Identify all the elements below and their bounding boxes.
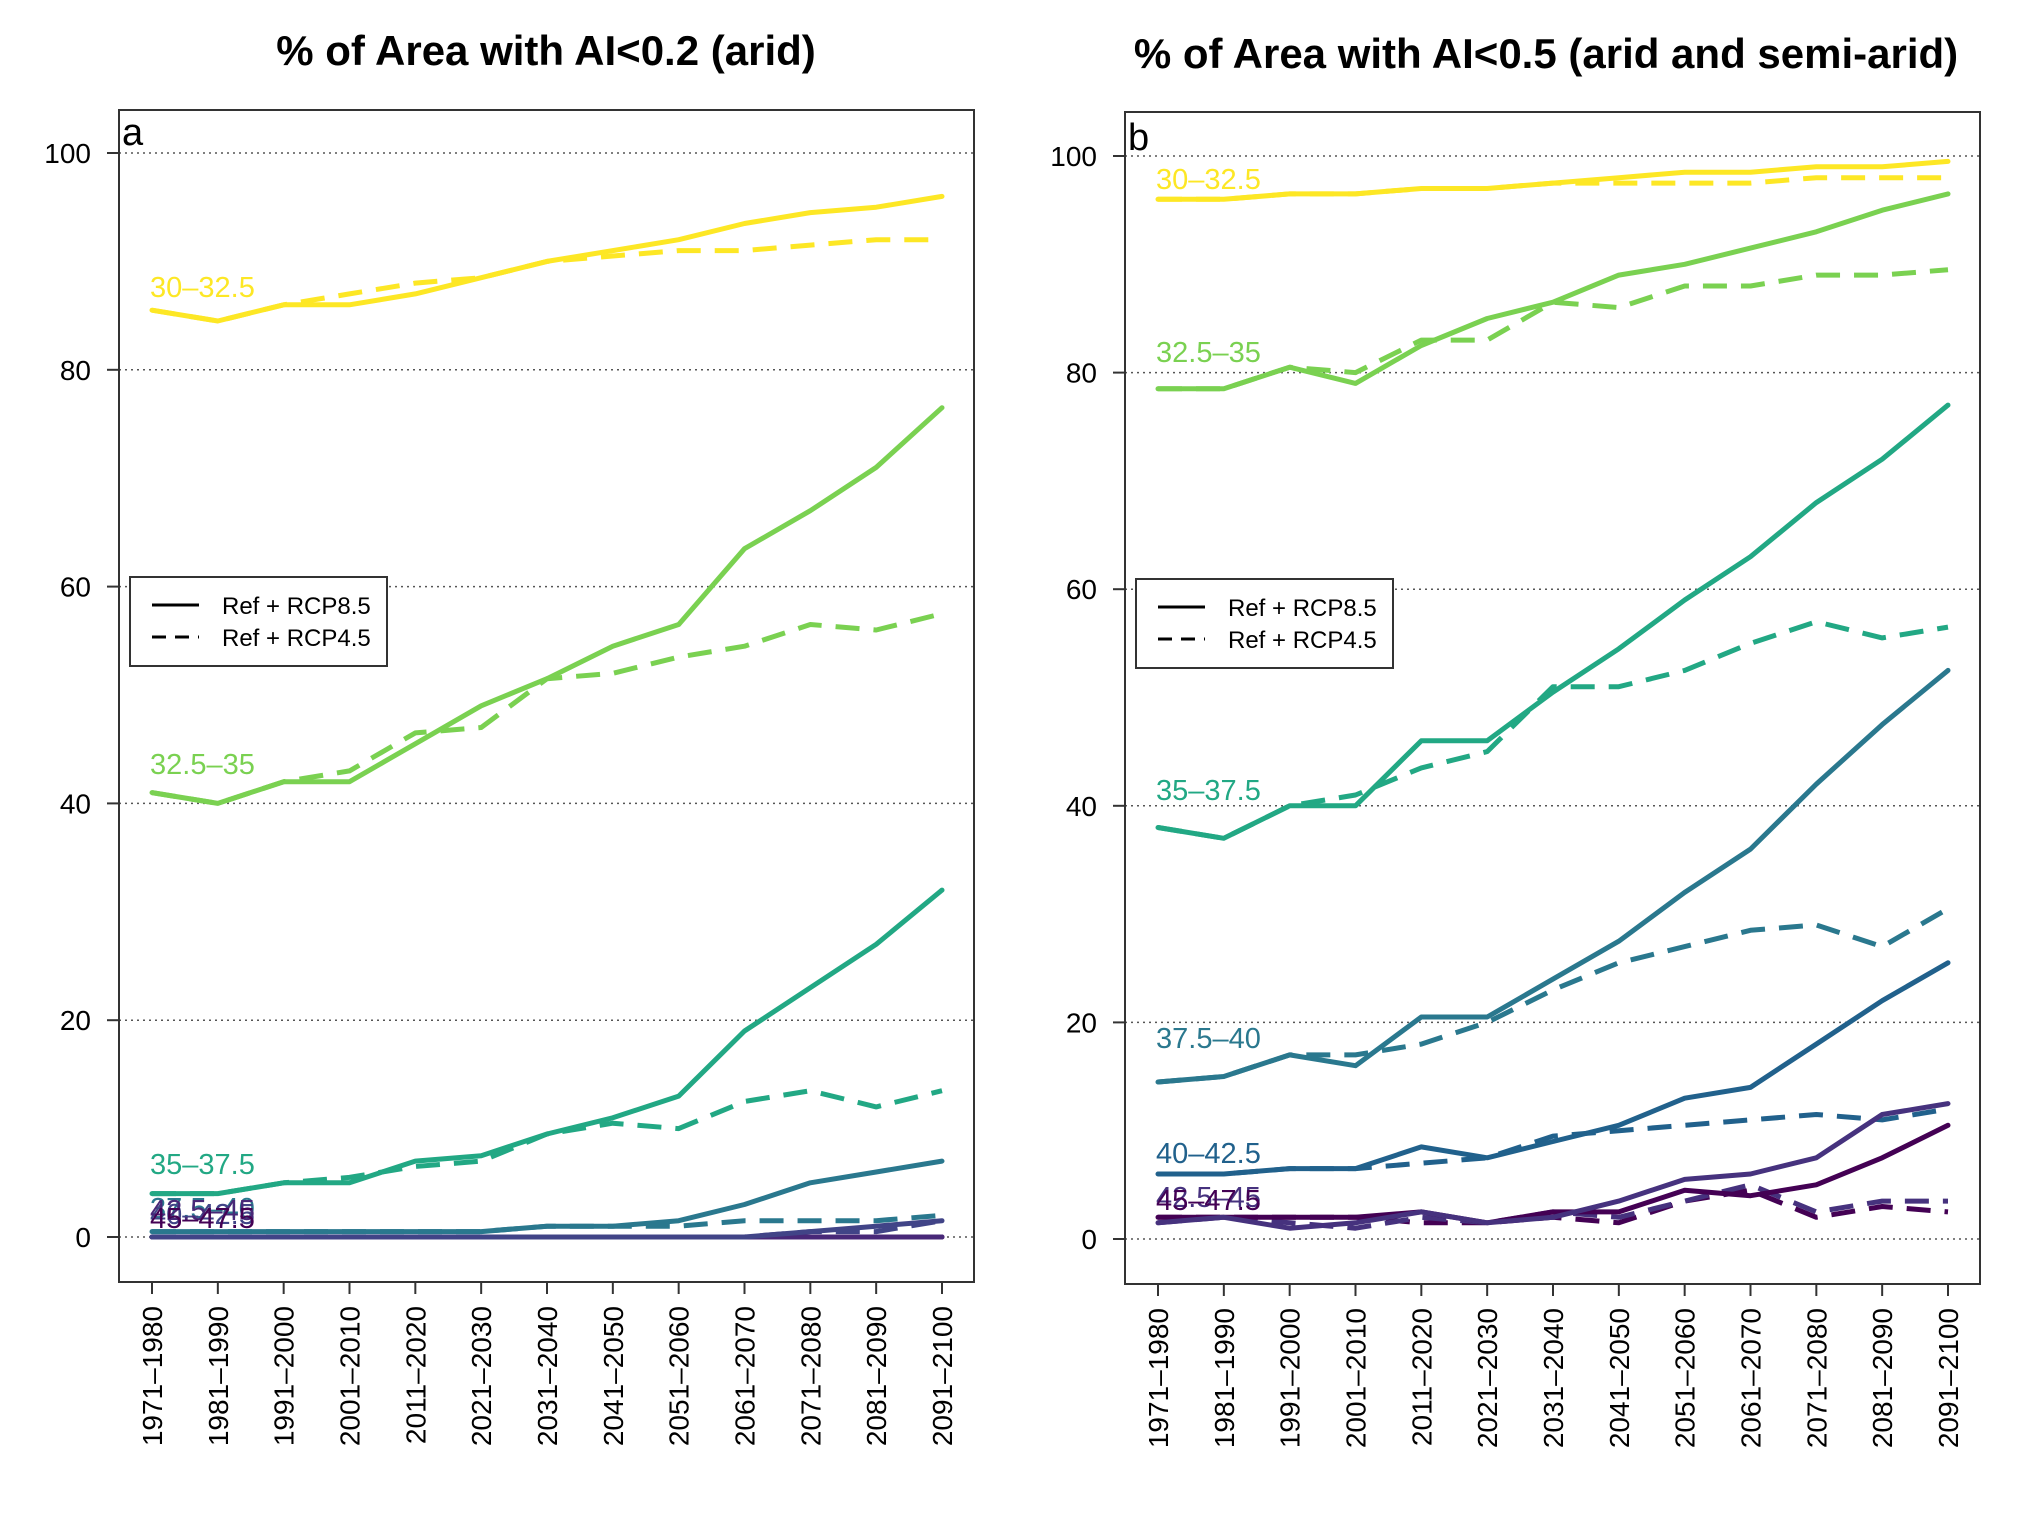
x-tick-label: 2011–2020	[1406, 1308, 1437, 1446]
series-label-30–32.5: 30–32.5	[150, 272, 255, 304]
x-tick-label: 1981–1990	[203, 1306, 234, 1446]
x-tick-label: 2011–2020	[400, 1306, 431, 1444]
x-tick-label: 2071–2080	[795, 1306, 826, 1446]
series-line-40–42.5-rcp85	[1155, 960, 1951, 1177]
series-label-35–37.5: 35–37.5	[150, 1149, 255, 1181]
x-tick-label: 1991–2000	[269, 1306, 300, 1446]
panel-a-legend-rcp85: Ref + RCP8.5	[222, 593, 371, 620]
panel-b-x-axis: 1971–1980 1981–1990 1991–2000 2001–2010 2011…	[1143, 1284, 1964, 1448]
series-line-42.5–45-rcp45	[1157, 1182, 1948, 1231]
x-tick-label: 2061–2070	[1736, 1308, 1767, 1448]
x-tick-label: 1981–1990	[1209, 1308, 1240, 1448]
x-tick-label: 2061–2070	[730, 1306, 761, 1446]
panel-b-legend-rcp45: Ref + RCP4.5	[1228, 627, 1377, 654]
panel-a-title: % of Area with AI<0.2 (arid)	[276, 27, 816, 74]
series-label-45–47.5: 45–47.5	[150, 1203, 255, 1235]
series-line-37.5–40-rcp45	[1157, 906, 1950, 1085]
x-tick-label: 2051–2060	[664, 1306, 695, 1446]
series-line-32.5–35-rcp85	[149, 405, 945, 806]
series-line-35–37.5-rcp85	[149, 887, 945, 1197]
panel-a-legend-box	[129, 576, 388, 667]
series-label-32.5–35: 32.5–35	[1156, 337, 1261, 369]
x-tick-label: 2081–2090	[861, 1306, 892, 1446]
series-line-30–32.5-rcp85	[1155, 158, 1951, 202]
y-tick-label-20: 20	[60, 1005, 91, 1036]
series-line-32.5–35-rcp85	[1155, 191, 1951, 392]
panel-b-title: % of Area with AI<0.5 (arid and semi-ari…	[1134, 30, 1958, 77]
panel-b-letter: b	[1128, 117, 1149, 159]
x-tick-label: 2051–2060	[1670, 1308, 1701, 1448]
series-line-45–47.5-rcp85	[1155, 1122, 1951, 1226]
series-label-37.5–40: 37.5–40	[150, 1193, 255, 1225]
y-tick-label-0: 0	[75, 1222, 91, 1253]
panel-a-series	[149, 193, 945, 1240]
panel-b-legend: Ref + RCP8.5 Ref + RCP4.5	[1135, 578, 1394, 669]
panel-b-chart: % of Area with AI<0.5 (arid and semi-ari…	[1050, 30, 1981, 1448]
series-line-30–32.5-rcp85	[149, 193, 945, 324]
x-tick-label: 1991–2000	[1275, 1308, 1306, 1448]
series-label-45–47.5: 45–47.5	[1156, 1185, 1261, 1217]
y-tick-label-60: 60	[1066, 574, 1097, 605]
series-line-37.5–40-rcp85	[1155, 667, 1951, 1085]
x-tick-label: 2001–2010	[335, 1306, 366, 1446]
panel-b-legend-rcp85: Ref + RCP8.5	[1228, 595, 1377, 622]
y-tick-label-0: 0	[1081, 1224, 1097, 1255]
x-tick-label: 1971–1980	[1143, 1308, 1174, 1448]
series-label-37.5–40: 37.5–40	[1156, 1023, 1261, 1055]
x-tick-label: 1971–1980	[137, 1306, 168, 1446]
series-label-30–32.5: 30–32.5	[1156, 164, 1261, 196]
series-label-40–42.5: 40–42.5	[150, 1199, 255, 1231]
x-tick-label: 2021–2030	[1472, 1308, 1503, 1448]
panel-b-plot-frame	[1124, 111, 1981, 1285]
panel-b-series-labels: 30–32.5 32.5–35 35–37.5 37.5–40 40–42.5 42.5–…	[1156, 164, 1261, 1217]
panel-a-chart: % of Area with AI<0.2 (arid) a 30–32.5 32…	[44, 27, 975, 1446]
series-line-37.5–40-rcp85	[149, 1158, 945, 1235]
panel-a-legend-rcp45: Ref + RCP4.5	[222, 625, 371, 652]
series-label-35–37.5: 35–37.5	[1156, 775, 1261, 807]
panel-b-gridlines	[1125, 155, 1980, 1240]
series-line-42.5–45-rcp85	[1155, 1101, 1951, 1231]
series-label-42.5–45: 42.5–45	[150, 1195, 255, 1227]
series-line-35–37.5-rcp45	[1157, 619, 1949, 841]
x-tick-label: 2071–2080	[1801, 1308, 1832, 1448]
x-tick-label: 2041–2050	[1604, 1308, 1635, 1448]
x-tick-label: 2091–2100	[927, 1306, 958, 1446]
panel-a-x-axis: 1971–1980 1981–1990 1991–2000 2001–2010 2011…	[137, 1282, 958, 1446]
series-label-40–42.5: 40–42.5	[1156, 1138, 1261, 1170]
panel-a-legend: Ref + RCP8.5 Ref + RCP4.5	[129, 576, 388, 667]
x-tick-label: 2081–2090	[1867, 1308, 1898, 1448]
x-tick-label: 2021–2030	[466, 1306, 497, 1446]
y-tick-label-80: 80	[60, 355, 91, 386]
y-tick-label-40: 40	[1066, 791, 1097, 822]
y-tick-label-100: 100	[1050, 141, 1097, 172]
series-label-42.5–45: 42.5–45	[1156, 1182, 1261, 1214]
panel-a-series-labels: 30–32.5 32.5–35 35–37.5 37.5–4040–42.542.5–…	[150, 272, 255, 1235]
y-tick-label-40: 40	[60, 788, 91, 819]
x-tick-label: 2031–2040	[532, 1306, 563, 1446]
panel-b-y-axis: 0 20 40 60 80 100	[1050, 141, 1125, 1255]
x-tick-label: 2041–2050	[598, 1306, 629, 1446]
y-tick-label-80: 80	[1066, 358, 1097, 389]
x-tick-label: 2091–2100	[1933, 1308, 1964, 1448]
x-tick-label: 2031–2040	[1538, 1308, 1569, 1448]
y-tick-label-60: 60	[60, 572, 91, 603]
panel-a-y-axis: 0 20 40 60 80 100	[44, 138, 119, 1253]
series-label-32.5–35: 32.5–35	[150, 749, 255, 781]
panel-b-legend-box	[1135, 578, 1394, 669]
panel-b-series	[1155, 158, 1951, 1231]
x-tick-label: 2001–2010	[1341, 1308, 1372, 1448]
y-tick-label-20: 20	[1066, 1007, 1097, 1038]
series-line-40–42.5-rcp85	[149, 1218, 945, 1240]
y-tick-label-100: 100	[44, 138, 91, 169]
panel-a-letter: a	[122, 112, 144, 154]
series-line-35–37.5-rcp85	[1155, 402, 1951, 841]
